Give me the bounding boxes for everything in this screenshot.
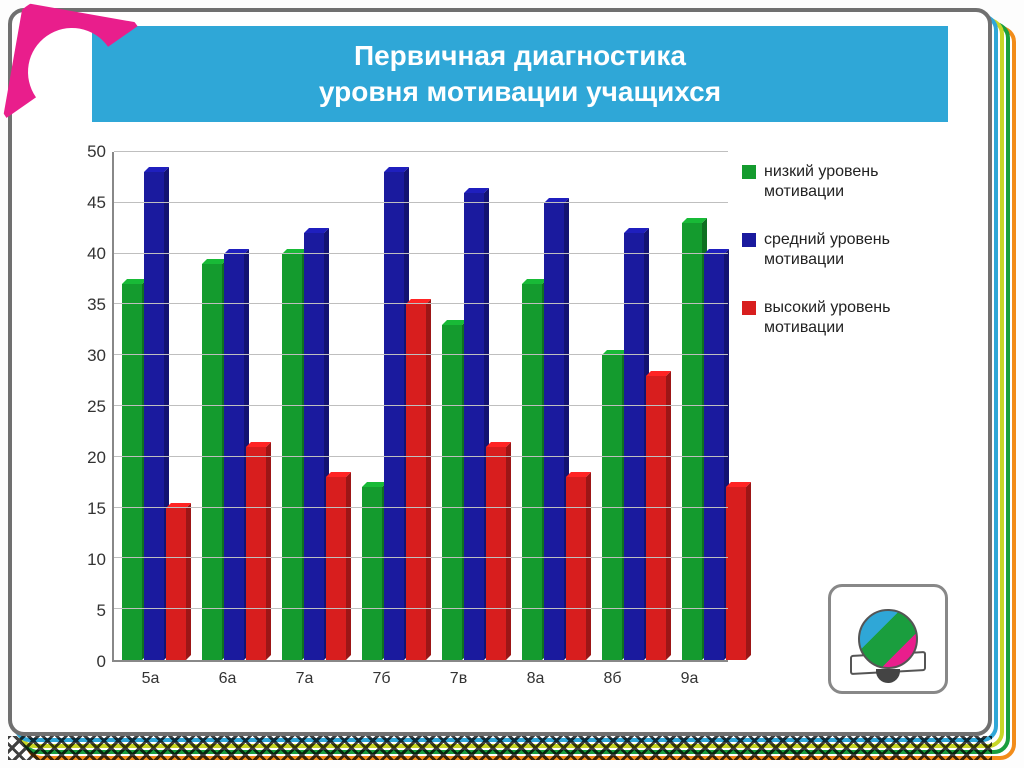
x-label: 5а — [112, 670, 189, 688]
x-label: 9а — [651, 670, 728, 688]
bar-low — [682, 223, 702, 660]
bar-high — [566, 477, 586, 660]
gridline — [114, 557, 728, 558]
pink-arc-decoration — [0, 0, 165, 165]
gridline — [114, 507, 728, 508]
bar-high — [166, 508, 186, 660]
y-tick-label: 15 — [87, 499, 106, 519]
gridline — [114, 151, 728, 152]
bar-high — [326, 477, 346, 660]
bar-low — [362, 487, 382, 660]
bar-group — [434, 152, 514, 660]
y-tick-label: 45 — [87, 193, 106, 213]
bar-group — [514, 152, 594, 660]
legend-label: средний уровень мотивации — [764, 230, 938, 270]
y-tick-label: 30 — [87, 346, 106, 366]
bar-high — [246, 447, 266, 660]
gridline — [114, 354, 728, 355]
bar-mid — [304, 233, 324, 660]
title-line1: Первичная диагностика — [92, 38, 948, 74]
gridline — [114, 456, 728, 457]
title-line2: уровня мотивации учащихся — [92, 74, 948, 110]
bar-low — [522, 284, 542, 660]
bar-mid — [464, 193, 484, 660]
legend-label: высокий уровень мотивации — [764, 298, 938, 338]
bar-low — [442, 325, 462, 660]
frame-outer: Первичная диагностика уровня мотивации у… — [8, 8, 992, 736]
legend-item-low: низкий уровень мотивации — [742, 162, 938, 202]
bar-group — [274, 152, 354, 660]
bar-high — [646, 376, 666, 660]
y-tick-label: 5 — [97, 601, 106, 621]
gridline — [114, 303, 728, 304]
bar-mid — [544, 203, 564, 660]
legend-item-high: высокий уровень мотивации — [742, 298, 938, 338]
x-label: 8б — [574, 670, 651, 688]
globe-icon — [858, 609, 918, 669]
bar-high — [726, 487, 746, 660]
x-label: 7б — [343, 670, 420, 688]
y-tick-label: 25 — [87, 397, 106, 417]
plot-area: 05101520253035404550 5а6а7а7б7в8а8б9а — [72, 152, 728, 662]
bar-group — [674, 152, 754, 660]
bar-groups — [114, 152, 728, 660]
bar-mid — [144, 172, 164, 660]
bar-mid — [384, 172, 404, 660]
y-axis: 05101520253035404550 — [72, 152, 112, 662]
gridline — [114, 253, 728, 254]
y-tick-label: 35 — [87, 295, 106, 315]
x-label: 6а — [189, 670, 266, 688]
bottom-pattern — [8, 736, 992, 760]
bar-low — [122, 284, 142, 660]
bar-high — [406, 304, 426, 660]
bar-low — [202, 264, 222, 660]
chart: 05101520253035404550 5а6а7а7б7в8а8б9а ни… — [72, 152, 938, 662]
bar-group — [594, 152, 674, 660]
legend-label: низкий уровень мотивации — [764, 162, 938, 202]
x-label: 8а — [497, 670, 574, 688]
gridline — [114, 405, 728, 406]
x-axis-labels: 5а6а7а7б7в8а8б9а — [112, 670, 728, 688]
title-band: Первичная диагностика уровня мотивации у… — [92, 26, 948, 122]
gridline — [114, 202, 728, 203]
y-tick-label: 10 — [87, 550, 106, 570]
y-tick-label: 0 — [97, 652, 106, 672]
globe-logo-box — [828, 584, 948, 694]
bar-group — [114, 152, 194, 660]
gridline — [114, 608, 728, 609]
bar-group — [354, 152, 434, 660]
grid-plot — [112, 152, 728, 662]
bar-mid — [624, 233, 644, 660]
bar-high — [486, 447, 506, 660]
bar-group — [194, 152, 274, 660]
legend-item-mid: средний уровень мотивации — [742, 230, 938, 270]
y-tick-label: 40 — [87, 244, 106, 264]
y-tick-label: 20 — [87, 448, 106, 468]
x-label: 7в — [420, 670, 497, 688]
x-label: 7а — [266, 670, 343, 688]
